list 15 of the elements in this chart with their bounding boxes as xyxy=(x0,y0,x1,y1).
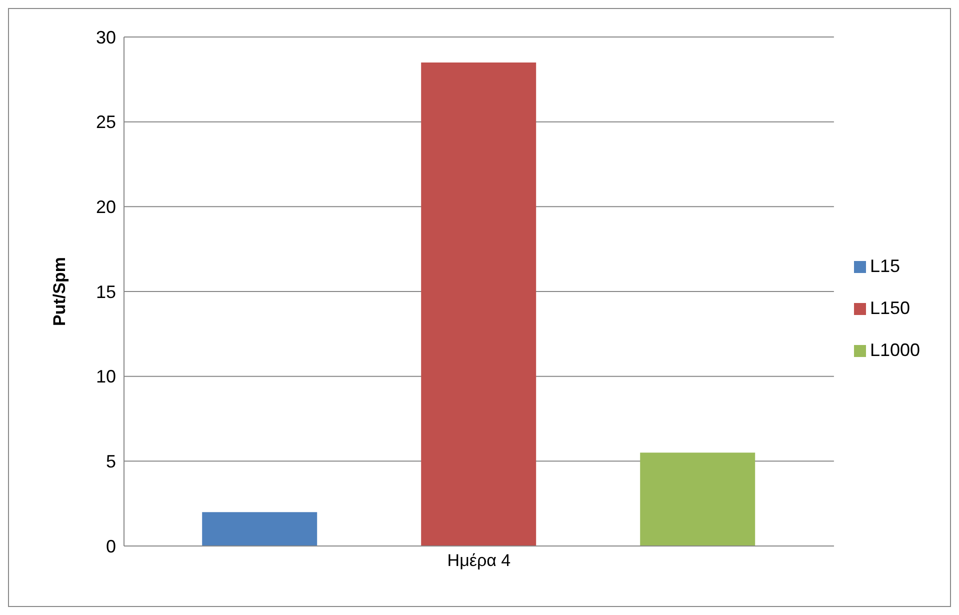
bar xyxy=(421,62,536,546)
y-tick-label: 5 xyxy=(106,452,116,472)
bar xyxy=(640,452,756,546)
y-tick-label: 0 xyxy=(106,536,116,556)
legend-label: L150 xyxy=(870,298,910,318)
y-tick-label: 25 xyxy=(96,112,116,132)
x-tick-label: Ημέρα 4 xyxy=(447,551,511,570)
y-tick-label: 10 xyxy=(96,366,116,387)
y-tick-label: 20 xyxy=(96,197,116,218)
y-tick-label: 30 xyxy=(96,27,116,48)
y-tick-label: 15 xyxy=(96,282,116,302)
y-axis-title: Put/Spm xyxy=(50,257,70,326)
bar xyxy=(202,512,318,546)
legend-label: L15 xyxy=(870,256,900,276)
legend-label: L1000 xyxy=(870,340,920,360)
